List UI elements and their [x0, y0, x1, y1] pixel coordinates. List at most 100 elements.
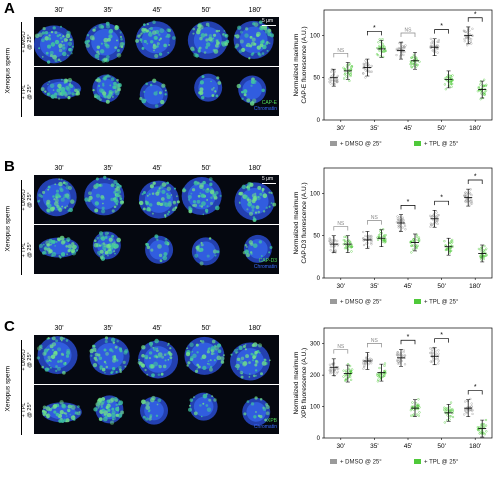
micrograph-tpl	[181, 385, 230, 434]
data-point	[396, 215, 399, 218]
data-point	[437, 352, 440, 355]
micrograph-image	[233, 20, 275, 60]
chart-frame	[323, 327, 493, 439]
data-point	[396, 352, 399, 355]
significance-label: NS	[337, 221, 345, 227]
y-tick-label: 0	[317, 436, 321, 442]
data-point	[383, 374, 386, 377]
micrograph-dmso	[132, 17, 181, 66]
data-point	[450, 85, 453, 88]
data-point	[431, 49, 434, 52]
micrograph-tpl	[181, 67, 230, 116]
data-point	[417, 414, 421, 417]
data-point	[377, 41, 380, 44]
label-divider	[21, 22, 22, 117]
y-axis-label: Normalized maximum	[293, 34, 300, 97]
data-point	[418, 60, 421, 63]
data-point	[349, 71, 353, 75]
data-point	[396, 362, 400, 365]
data-point	[351, 368, 354, 371]
data-point	[383, 50, 386, 53]
data-point	[404, 228, 407, 231]
micrograph-tpl	[83, 67, 132, 116]
data-point	[482, 84, 486, 87]
timepoint-label: 50'	[201, 325, 211, 332]
data-point	[401, 41, 404, 44]
data-point	[444, 88, 447, 91]
significance-label: *	[474, 174, 477, 181]
data-point	[431, 215, 434, 218]
chart: 0 50 100 Normalized maximum CAP-D3 fluoresce…	[284, 160, 498, 313]
micrograph-dmso	[83, 175, 132, 224]
micrograph-dmso	[230, 335, 279, 384]
data-point	[449, 409, 452, 412]
legend-swatch	[414, 459, 421, 464]
data-point	[398, 41, 401, 45]
condition-label: + DMSO @ 25°	[21, 349, 33, 371]
x-tick-label: 30'	[337, 283, 345, 290]
data-point	[350, 250, 353, 253]
x-tick-label: 50'	[437, 125, 445, 132]
data-point	[378, 49, 381, 52]
data-point	[349, 370, 352, 373]
species-label: Xenopus sperm	[4, 47, 12, 94]
data-point	[429, 214, 432, 217]
data-point	[447, 241, 451, 245]
data-point	[412, 53, 416, 57]
data-point	[434, 215, 438, 218]
data-point	[329, 368, 332, 372]
legend-swatch	[414, 299, 421, 304]
data-point	[415, 233, 419, 236]
micrograph-dmso	[181, 17, 230, 66]
significance-bracket	[367, 343, 382, 348]
data-point	[449, 401, 453, 404]
panel-label: A	[4, 0, 15, 17]
data-point	[396, 358, 399, 362]
significance-bracket	[467, 179, 483, 185]
data-point	[468, 41, 471, 44]
x-tick-label: 35'	[370, 125, 378, 132]
data-point	[449, 75, 452, 78]
micrograph-dmso	[34, 17, 83, 66]
legend-label: + DMSO @ 25°	[340, 460, 382, 466]
data-point	[382, 55, 385, 59]
data-point	[342, 375, 345, 378]
data-point	[395, 48, 398, 52]
data-point	[402, 350, 405, 354]
timepoint-label: 180'	[248, 325, 262, 332]
data-point	[409, 63, 412, 66]
data-point	[451, 74, 454, 77]
data-point	[412, 238, 415, 241]
significance-label: *	[474, 11, 477, 18]
micrograph-image	[36, 336, 78, 375]
data-point	[330, 70, 333, 73]
data-point	[344, 68, 347, 71]
data-point	[329, 78, 333, 81]
data-point	[412, 413, 415, 416]
data-point	[429, 360, 432, 363]
data-point	[411, 248, 415, 251]
micrograph-image	[230, 342, 271, 381]
chart: 0 50 100 Normalized maximum CAP-E fluorescen…	[284, 2, 498, 155]
y-tick-label: 200	[310, 373, 321, 379]
significance-bracket	[467, 390, 483, 395]
data-point	[363, 365, 366, 369]
data-point	[345, 370, 348, 374]
data-point	[484, 418, 488, 422]
label-divider	[21, 340, 22, 435]
significance-bracket	[434, 338, 449, 343]
data-point	[383, 369, 386, 373]
data-point	[479, 80, 482, 83]
micrograph-image	[92, 231, 122, 261]
timepoint-label: 30'	[54, 325, 64, 332]
data-point	[346, 240, 349, 243]
micrograph-image	[135, 20, 176, 60]
data-point	[342, 77, 346, 80]
data-point	[411, 62, 415, 66]
data-point	[483, 424, 486, 428]
data-point	[478, 432, 481, 435]
data-point	[404, 44, 407, 47]
data-point	[348, 245, 351, 248]
data-point	[470, 405, 473, 408]
significance-label: *	[440, 195, 443, 202]
